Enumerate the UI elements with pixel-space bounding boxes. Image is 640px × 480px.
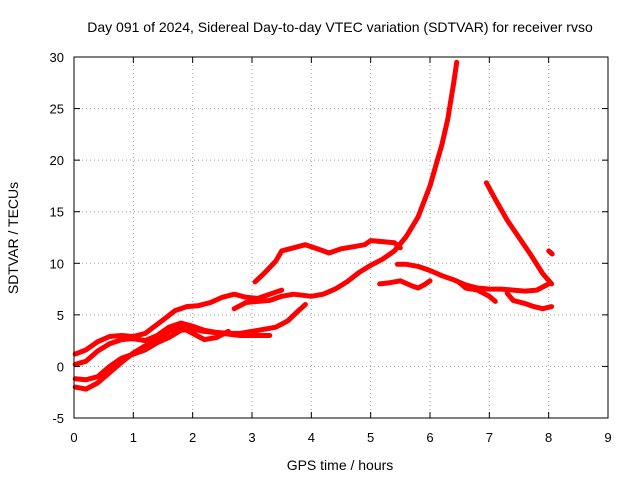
y-axis-ticks: -5 0 5 10 15 20 25 30 [50,50,608,426]
chart-title: Day 091 of 2024, Sidereal Day-to-day VTE… [87,19,593,35]
series-track-6 [252,238,403,285]
series-track-2 [72,302,308,367]
x-tick-label: 9 [604,430,611,445]
y-tick-label: 15 [50,205,64,220]
series-track-11 [483,180,555,287]
y-tick-label: 20 [50,153,64,168]
series-track-9 [457,280,498,304]
series-track-10 [504,290,555,312]
y-tick-label: 5 [57,308,64,323]
y-tick-label: 30 [50,50,64,65]
series-track-7 [394,261,552,294]
y-axis-label: SDTVAR / TECUs [5,182,21,294]
gridlines [74,57,608,418]
x-tick-label: 5 [367,430,374,445]
x-tick-label: 7 [486,430,493,445]
x-tick-label: 3 [248,430,255,445]
series-track-4 [72,324,231,392]
y-tick-label: -5 [52,411,64,426]
x-tick-label: 4 [308,430,315,445]
plot-frame [73,56,609,419]
x-axis-ticks: 0 1 2 3 4 5 6 7 8 9 [70,57,612,445]
x-tick-label: 2 [189,430,196,445]
series-track-1 [72,287,285,357]
series-track-5 [231,59,460,312]
x-tick-label: 6 [426,430,433,445]
x-tick-label: 0 [70,430,77,445]
series-track-12 [546,248,555,257]
x-tick-label: 1 [130,430,137,445]
y-tick-label: 0 [57,359,64,374]
data-series [72,59,555,392]
x-tick-label: 8 [545,430,552,445]
x-axis-label: GPS time / hours [287,457,394,473]
y-tick-label: 10 [50,256,64,271]
y-tick-label: 25 [50,102,64,117]
series-track-8 [377,278,433,291]
series-track-3 [72,326,273,383]
